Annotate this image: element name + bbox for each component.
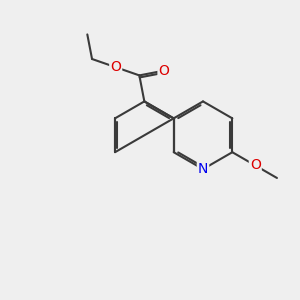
Text: N: N: [198, 162, 208, 176]
Text: O: O: [158, 64, 169, 78]
Text: O: O: [250, 158, 261, 172]
Text: O: O: [110, 60, 121, 74]
